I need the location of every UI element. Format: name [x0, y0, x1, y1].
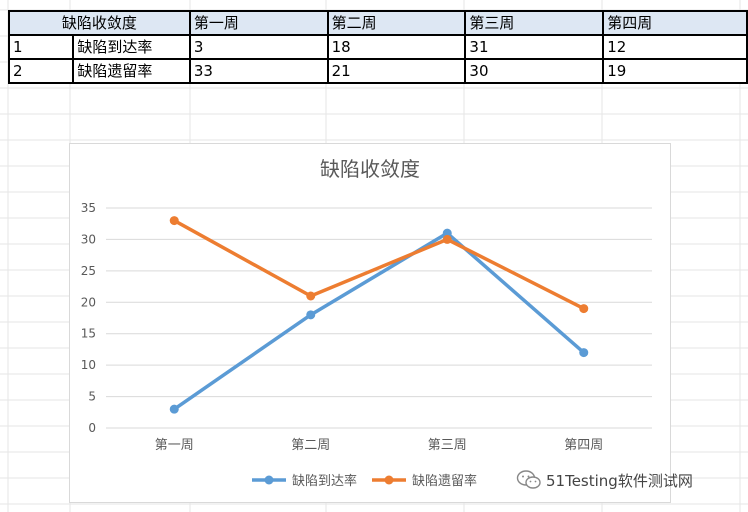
header-cell-title[interactable]: 缺陷收敛度: [8, 10, 191, 36]
legend-label-1[interactable]: 缺陷到达率: [292, 473, 357, 489]
table-row: 1 缺陷到达率 3 18 31 12: [7, 34, 748, 60]
y-tick-label: 25: [81, 264, 96, 278]
row-name-cell[interactable]: 缺陷到达率: [72, 34, 191, 60]
header-cell-week2[interactable]: 第二周: [326, 10, 467, 36]
row-value-cell[interactable]: 21: [326, 58, 467, 84]
legend-swatch-marker: [264, 475, 274, 485]
watermark-text: 51Testing软件测试网: [546, 471, 693, 490]
table-header-row: 缺陷收敛度 第一周 第二周 第三周 第四周: [8, 10, 748, 36]
row-index-cell[interactable]: 1: [7, 34, 75, 60]
x-tick-label: 第二周: [291, 438, 330, 453]
series-line-2[interactable]: [172, 218, 586, 311]
row-value-cell[interactable]: 3: [188, 34, 329, 60]
x-tick-label: 第三周: [428, 438, 467, 453]
row-value-cell[interactable]: 31: [464, 34, 605, 60]
data-table: 缺陷收敛度 第一周 第二周 第三周 第四周 1 缺陷到达率 3 18 31 12…: [7, 10, 748, 84]
y-tick-label: 15: [81, 327, 96, 341]
row-value-cell[interactable]: 12: [602, 34, 748, 60]
legend-label-2[interactable]: 缺陷遗留率: [412, 473, 477, 489]
table-row: 2 缺陷遗留率 33 21 30 19: [7, 58, 748, 84]
y-tick-label: 30: [81, 232, 96, 246]
chart-title: 缺陷收敛度: [320, 157, 420, 181]
row-value-cell[interactable]: 19: [602, 58, 748, 84]
legend-swatch-marker: [384, 475, 394, 485]
x-tick-label: 第四周: [564, 438, 603, 453]
data-point[interactable]: [579, 304, 589, 314]
y-tick-label: 5: [88, 390, 96, 404]
data-point[interactable]: [442, 228, 452, 238]
y-tick-label: 0: [88, 421, 96, 435]
y-tick-label: 20: [81, 295, 96, 309]
data-point[interactable]: [169, 216, 179, 226]
data-point[interactable]: [579, 348, 589, 358]
header-cell-week1[interactable]: 第一周: [188, 10, 329, 36]
watermark: 51Testing软件测试网: [516, 468, 693, 492]
series-line-1[interactable]: [172, 231, 586, 411]
y-tick-label: 10: [81, 358, 96, 372]
x-tick-label: 第一周: [155, 438, 194, 453]
data-point[interactable]: [306, 291, 316, 301]
row-value-cell[interactable]: 30: [464, 58, 605, 84]
row-name-cell[interactable]: 缺陷遗留率: [72, 58, 191, 84]
wechat-icon: [516, 470, 541, 489]
data-point[interactable]: [442, 234, 452, 244]
header-cell-week4[interactable]: 第四周: [602, 10, 748, 36]
data-point[interactable]: [169, 404, 179, 414]
row-index-cell[interactable]: 2: [7, 58, 75, 84]
line-chart[interactable]: 缺陷收敛度 0 5 10 15 20 25 30 35 第一周 第二周 第三周 第四周缺陷到达率 缺陷遗留…: [69, 143, 671, 503]
row-value-cell[interactable]: 18: [326, 34, 467, 60]
y-tick-label: 35: [81, 201, 96, 215]
header-cell-week3[interactable]: 第三周: [464, 10, 605, 36]
row-value-cell[interactable]: 33: [188, 58, 329, 84]
data-point[interactable]: [306, 310, 316, 320]
